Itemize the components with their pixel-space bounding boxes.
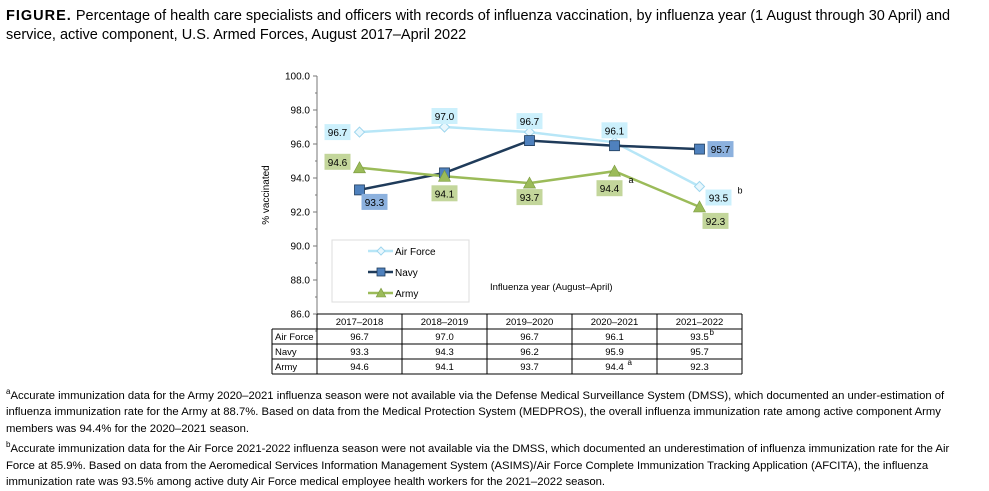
triangle-marker (522, 176, 537, 189)
data-label: 96.1 (605, 126, 625, 137)
table-header: 2018–2019 (421, 317, 469, 328)
y-tick-label: 92.0 (291, 208, 311, 219)
table-cell: 93.5 (690, 332, 709, 343)
data-label: 93.7 (520, 193, 540, 204)
y-tick-label: 94.0 (291, 174, 311, 185)
table-row-label: Air Force (275, 332, 314, 343)
square-marker (354, 184, 365, 196)
data-label: 93.5 (709, 194, 729, 205)
data-label: 93.3 (365, 198, 385, 209)
table-cell: 96.7 (350, 332, 369, 343)
figure-label: FIGURE. (6, 8, 72, 24)
x-axis-label: Influenza year (August–April) (490, 282, 613, 293)
table-row-label: Army (275, 362, 297, 373)
y-tick-label: 100.0 (285, 72, 310, 83)
table-cell: 96.7 (520, 332, 539, 343)
data-label-bg (707, 141, 734, 158)
table-header: 2021–2022 (676, 317, 724, 328)
y-tick-label: 98.0 (291, 106, 311, 117)
table-cell: 94.3 (435, 347, 454, 358)
square-marker (524, 135, 535, 147)
triangle-marker (375, 287, 387, 298)
data-label: 92.3 (706, 217, 726, 228)
footnote-a: aAccurate immunization data for the Army… (6, 387, 945, 435)
triangle-marker (692, 200, 707, 213)
data-label-bg (516, 113, 543, 130)
legend-label: Air Force (395, 247, 436, 258)
legend (331, 239, 470, 303)
triangle-marker (607, 164, 622, 177)
table-cell: 95.9 (605, 347, 624, 358)
table-footnote-mark: b (710, 328, 715, 337)
data-label-bg (516, 189, 543, 206)
table-header: 2017–2018 (336, 317, 384, 328)
data-label: 95.7 (711, 145, 731, 156)
square-marker (609, 140, 620, 152)
figure-title-text: Percentage of health care specialists an… (6, 8, 951, 43)
footnote-b: bAccurate immunization data for the Air … (6, 440, 950, 489)
y-tick-label: 88.0 (291, 276, 311, 287)
y-tick-label: 90.0 (291, 242, 311, 253)
table-cell: 96.2 (520, 347, 539, 358)
data-label-bg (324, 153, 351, 170)
data-label: 96.7 (520, 117, 540, 128)
data-label: 94.4 (600, 184, 620, 195)
table-footnote-mark: a (628, 358, 633, 367)
data-label-bg (705, 189, 732, 206)
table-header: 2019–2020 (506, 317, 554, 328)
table-cell: 93.7 (520, 362, 539, 373)
table-header: 2020–2021 (591, 317, 639, 328)
diamond-marker (438, 121, 451, 133)
data-label: 97.0 (435, 112, 455, 123)
annotation-b: b (738, 186, 743, 196)
table-cell: 93.3 (350, 347, 369, 358)
diamond-marker (376, 246, 386, 256)
y-axis-label: % vaccinated (261, 165, 272, 224)
data-label-bg (601, 122, 628, 139)
y-tick-label: 96.0 (291, 140, 311, 151)
table-cell: 97.0 (435, 332, 454, 343)
diamond-marker (693, 180, 706, 193)
data-label-bg (702, 212, 729, 229)
y-tick-label: 86.0 (291, 310, 311, 321)
diamond-marker (353, 126, 366, 138)
table-cell: 96.1 (605, 332, 624, 343)
data-label-bg (431, 108, 458, 124)
legend-label: Army (395, 289, 418, 300)
figure-title: FIGURE. Percentage of health care specia… (6, 7, 981, 45)
data-label: 94.1 (435, 189, 455, 200)
data-label-bg (361, 193, 388, 210)
table-cell: 95.7 (690, 347, 709, 358)
square-marker (694, 143, 705, 155)
data-label-bg (324, 124, 351, 141)
table-row-label: Navy (275, 347, 297, 358)
data-label-bg (596, 180, 623, 197)
footnotes: aAccurate immunization data for the Army… (6, 384, 981, 491)
square-marker (376, 267, 386, 277)
data-label-bg (431, 185, 458, 202)
data-label: 94.6 (328, 158, 348, 169)
table-cell: 94.1 (435, 362, 454, 373)
annotation-a: a (629, 175, 634, 185)
legend-label: Navy (395, 268, 418, 279)
table-cell: 92.3 (690, 362, 709, 373)
table-cell: 94.4 (605, 362, 624, 373)
table-cell: 94.6 (350, 362, 369, 373)
triangle-marker (437, 169, 452, 182)
triangle-marker (352, 161, 367, 174)
data-label: 96.7 (328, 128, 348, 139)
